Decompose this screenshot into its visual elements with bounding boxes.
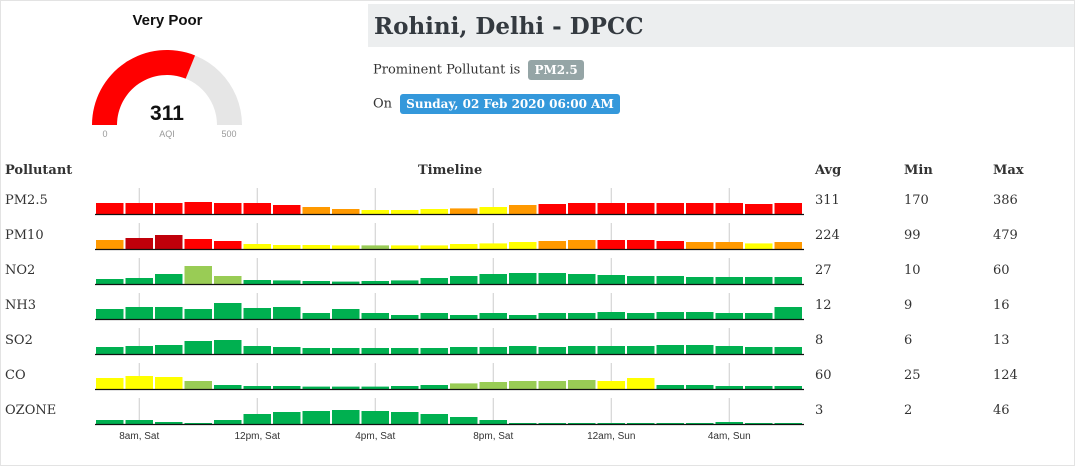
datetime-badge: Sunday, 02 Feb 2020 06:00 AM bbox=[400, 94, 620, 114]
pollutant-name: NO2 bbox=[5, 263, 36, 278]
prominent-pollutant-label: Prominent Pollutant is bbox=[373, 62, 521, 78]
pollutant-avg-value: 8 bbox=[815, 333, 824, 348]
pollutant-max-value: 16 bbox=[993, 298, 1010, 313]
station-title-bar: Rohini, Delhi - DPCC bbox=[368, 4, 1074, 47]
pollutant-name: CO bbox=[5, 368, 26, 383]
gauge-fill bbox=[92, 50, 196, 125]
pollutant-max-value: 479 bbox=[993, 228, 1018, 243]
pollutant-avg-value: 3 bbox=[815, 403, 824, 418]
pollutant-min-value: 99 bbox=[904, 228, 921, 243]
pollutant-avg-value: 27 bbox=[815, 263, 832, 278]
pollutant-name: PM2.5 bbox=[5, 193, 48, 208]
pollutant-min-value: 9 bbox=[904, 298, 913, 313]
column-header-pollutant: Pollutant bbox=[5, 163, 73, 178]
gauge-value: 311 bbox=[150, 102, 184, 125]
pollutant-min-value: 170 bbox=[904, 193, 929, 208]
pollutant-name: OZONE bbox=[5, 403, 57, 418]
pollutant-name: SO2 bbox=[5, 333, 33, 348]
pollutant-avg-value: 60 bbox=[815, 368, 832, 383]
pollutant-avg-value: 12 bbox=[815, 298, 832, 313]
prominent-pollutant-row: Prominent Pollutant is PM2.5 bbox=[373, 60, 584, 80]
aqi-status-label: Very Poor bbox=[132, 12, 203, 29]
aqi-gauge: 311 AQI 0 500 bbox=[92, 50, 242, 139]
prominent-pollutant-badge: PM2.5 bbox=[528, 60, 584, 80]
pollutant-min-value: 6 bbox=[904, 333, 913, 348]
gauge-max: 500 bbox=[221, 129, 236, 139]
datetime-row: On Sunday, 02 Feb 2020 06:00 AM bbox=[373, 94, 620, 114]
gauge-unit: AQI bbox=[159, 129, 175, 139]
gauge-min: 0 bbox=[102, 129, 107, 139]
pollutant-min-value: 2 bbox=[904, 403, 913, 418]
pollutant-min-value: 25 bbox=[904, 368, 921, 383]
pollutant-max-value: 46 bbox=[993, 403, 1010, 418]
pollutant-avg-value: 224 bbox=[815, 228, 840, 243]
pollutant-name: NH3 bbox=[5, 298, 36, 313]
pollutant-max-value: 386 bbox=[993, 193, 1018, 208]
column-header-avg: Avg bbox=[815, 163, 842, 178]
column-header-max: Max bbox=[993, 163, 1024, 178]
pollutant-max-value: 60 bbox=[993, 263, 1010, 278]
datetime-on-label: On bbox=[373, 96, 393, 112]
pollutant-min-value: 10 bbox=[904, 263, 921, 278]
station-title: Rohini, Delhi - DPCC bbox=[374, 13, 644, 40]
pollutant-avg-value: 311 bbox=[815, 193, 840, 208]
pollutant-max-value: 124 bbox=[993, 368, 1018, 383]
column-header-timeline: Timeline bbox=[418, 163, 483, 178]
pollutant-max-value: 13 bbox=[993, 333, 1010, 348]
pollutant-name: PM10 bbox=[5, 228, 44, 243]
column-header-min: Min bbox=[904, 163, 933, 178]
